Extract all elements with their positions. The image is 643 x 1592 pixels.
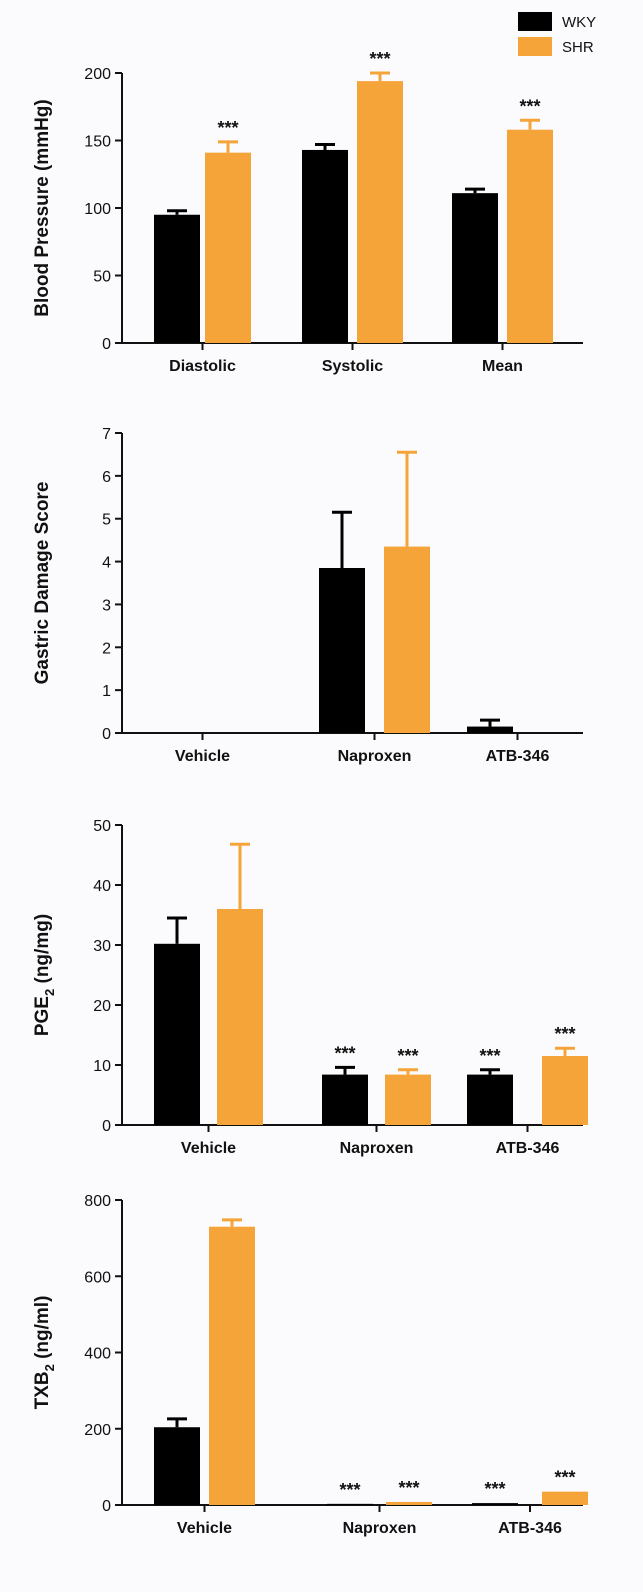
bar-wky: [467, 1074, 513, 1125]
bar-shr: [205, 152, 251, 343]
bar-shr: [209, 1226, 255, 1505]
significance-label: ***: [369, 49, 390, 69]
significance-label: ***: [397, 1046, 418, 1066]
y-tick-label: 200: [84, 66, 111, 83]
y-tick-label: 2: [102, 640, 111, 657]
x-tick-label: Naproxen: [338, 748, 412, 765]
significance-label: ***: [398, 1478, 419, 1498]
y-tick-label: 100: [84, 201, 111, 218]
chart-4: 0 200 400 600 800 TXB2 (ng/ml) Vehicle Naproxen…: [32, 1193, 588, 1537]
y-tick-label: 5: [102, 512, 111, 529]
significance-label: ***: [217, 118, 238, 138]
bar-shr: [217, 909, 263, 1125]
significance-label: ***: [334, 1043, 355, 1063]
significance-label: ***: [554, 1468, 575, 1488]
y-tick-label: 1: [102, 683, 111, 700]
x-tick-label: ATB-346: [486, 748, 550, 765]
bar-wky: [154, 943, 200, 1125]
bar-wky: [467, 726, 513, 733]
legend-swatch-wky: [518, 12, 552, 31]
y-tick-label: 50: [93, 818, 111, 835]
significance-label: ***: [484, 1479, 505, 1499]
chart-3: 0 10 20 30 40 50 PGE2 (ng/mg) Vehicle Naproxen **…: [32, 818, 588, 1157]
chart-2: 0 1 2 3 4 5 6 7 Gastric Damage Score Vehicle Napro…: [32, 426, 583, 765]
y-tick-label: 200: [84, 1422, 111, 1439]
bar-wky: [154, 1427, 200, 1505]
y-tick-label: 0: [102, 726, 111, 743]
y-axis-label: Gastric Damage Score: [32, 482, 53, 685]
bar-wky: [302, 149, 348, 343]
y-tick-label: 800: [84, 1193, 111, 1210]
y-tick-label: 10: [93, 1058, 111, 1075]
y-tick-label: 40: [93, 878, 111, 895]
x-tick-label: Vehicle: [181, 1140, 236, 1157]
y-tick-label: 600: [84, 1269, 111, 1286]
y-tick-label: 7: [102, 426, 111, 443]
bar-shr: [384, 546, 430, 733]
legend-label-wky: WKY: [562, 14, 596, 31]
bar-shr: [542, 1491, 588, 1505]
bar-wky: [154, 214, 200, 343]
bar-shr: [386, 1501, 432, 1505]
y-tick-label: 0: [102, 1498, 111, 1515]
y-tick-label: 400: [84, 1346, 111, 1363]
x-tick-label: Mean: [482, 358, 523, 375]
y-tick-label: 0: [102, 336, 111, 353]
x-tick-label: Diastolic: [169, 358, 236, 375]
y-axis-label: TXB2 (ng/ml): [32, 1296, 57, 1410]
x-tick-label: ATB-346: [496, 1140, 560, 1157]
legend: WKY SHR: [518, 12, 596, 56]
significance-label: ***: [519, 96, 540, 116]
bar-shr: [507, 129, 553, 343]
chart-1: 0 50 100 150 200 Blood Pressure (mmHg) Diastol…: [32, 49, 583, 375]
y-axis-label: Blood Pressure (mmHg): [32, 99, 53, 316]
significance-label: ***: [554, 1024, 575, 1044]
bar-wky: [452, 193, 498, 343]
x-tick-label: Naproxen: [340, 1140, 414, 1157]
x-tick-label: Vehicle: [177, 1520, 232, 1537]
y-tick-label: 150: [84, 134, 111, 151]
legend-label-shr: SHR: [562, 39, 594, 56]
y-tick-label: 30: [93, 938, 111, 955]
y-tick-label: 3: [102, 597, 111, 614]
y-tick-label: 4: [102, 555, 111, 572]
significance-label: ***: [479, 1046, 500, 1066]
bar-wky: [327, 1503, 373, 1505]
x-tick-label: Vehicle: [175, 748, 230, 765]
y-tick-label: 50: [93, 269, 111, 286]
y-tick-label: 20: [93, 998, 111, 1015]
bar-shr: [542, 1056, 588, 1125]
x-tick-label: Systolic: [322, 358, 383, 375]
significance-label: ***: [339, 1480, 360, 1500]
legend-swatch-shr: [518, 37, 552, 56]
bar-wky: [319, 568, 365, 733]
bar-shr: [385, 1074, 431, 1125]
bar-wky: [472, 1503, 518, 1505]
x-tick-label: Naproxen: [343, 1520, 417, 1537]
y-axis-label: PGE2 (ng/mg): [32, 914, 57, 1036]
x-tick-label: ATB-346: [498, 1520, 562, 1537]
bar-wky: [322, 1074, 368, 1125]
y-tick-label: 0: [102, 1118, 111, 1135]
bar-shr: [357, 81, 403, 343]
y-tick-label: 6: [102, 469, 111, 486]
